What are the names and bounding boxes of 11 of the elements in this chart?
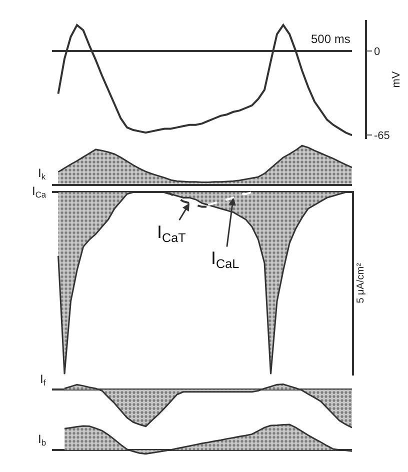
y-axis-title: I$_{Ca}$ — [32, 184, 46, 200]
y2-axis-title: 5 μA/cm² — [356, 262, 367, 304]
ref-line-label: 500 ms — [311, 32, 350, 46]
y-axis-title: I$_{k}$ — [38, 166, 46, 182]
y-axis-title: I$_{b}$ — [38, 432, 46, 448]
y-axis-title: I$_{f}$ — [40, 372, 46, 388]
annotation: I$_{CaL}$ — [211, 248, 240, 271]
y-axis-title: mV — [390, 70, 403, 88]
y-tick-label: 0 — [374, 46, 380, 58]
annotation: I$_{CaT}$ — [157, 222, 186, 245]
y-tick-label: -65 — [374, 130, 390, 142]
